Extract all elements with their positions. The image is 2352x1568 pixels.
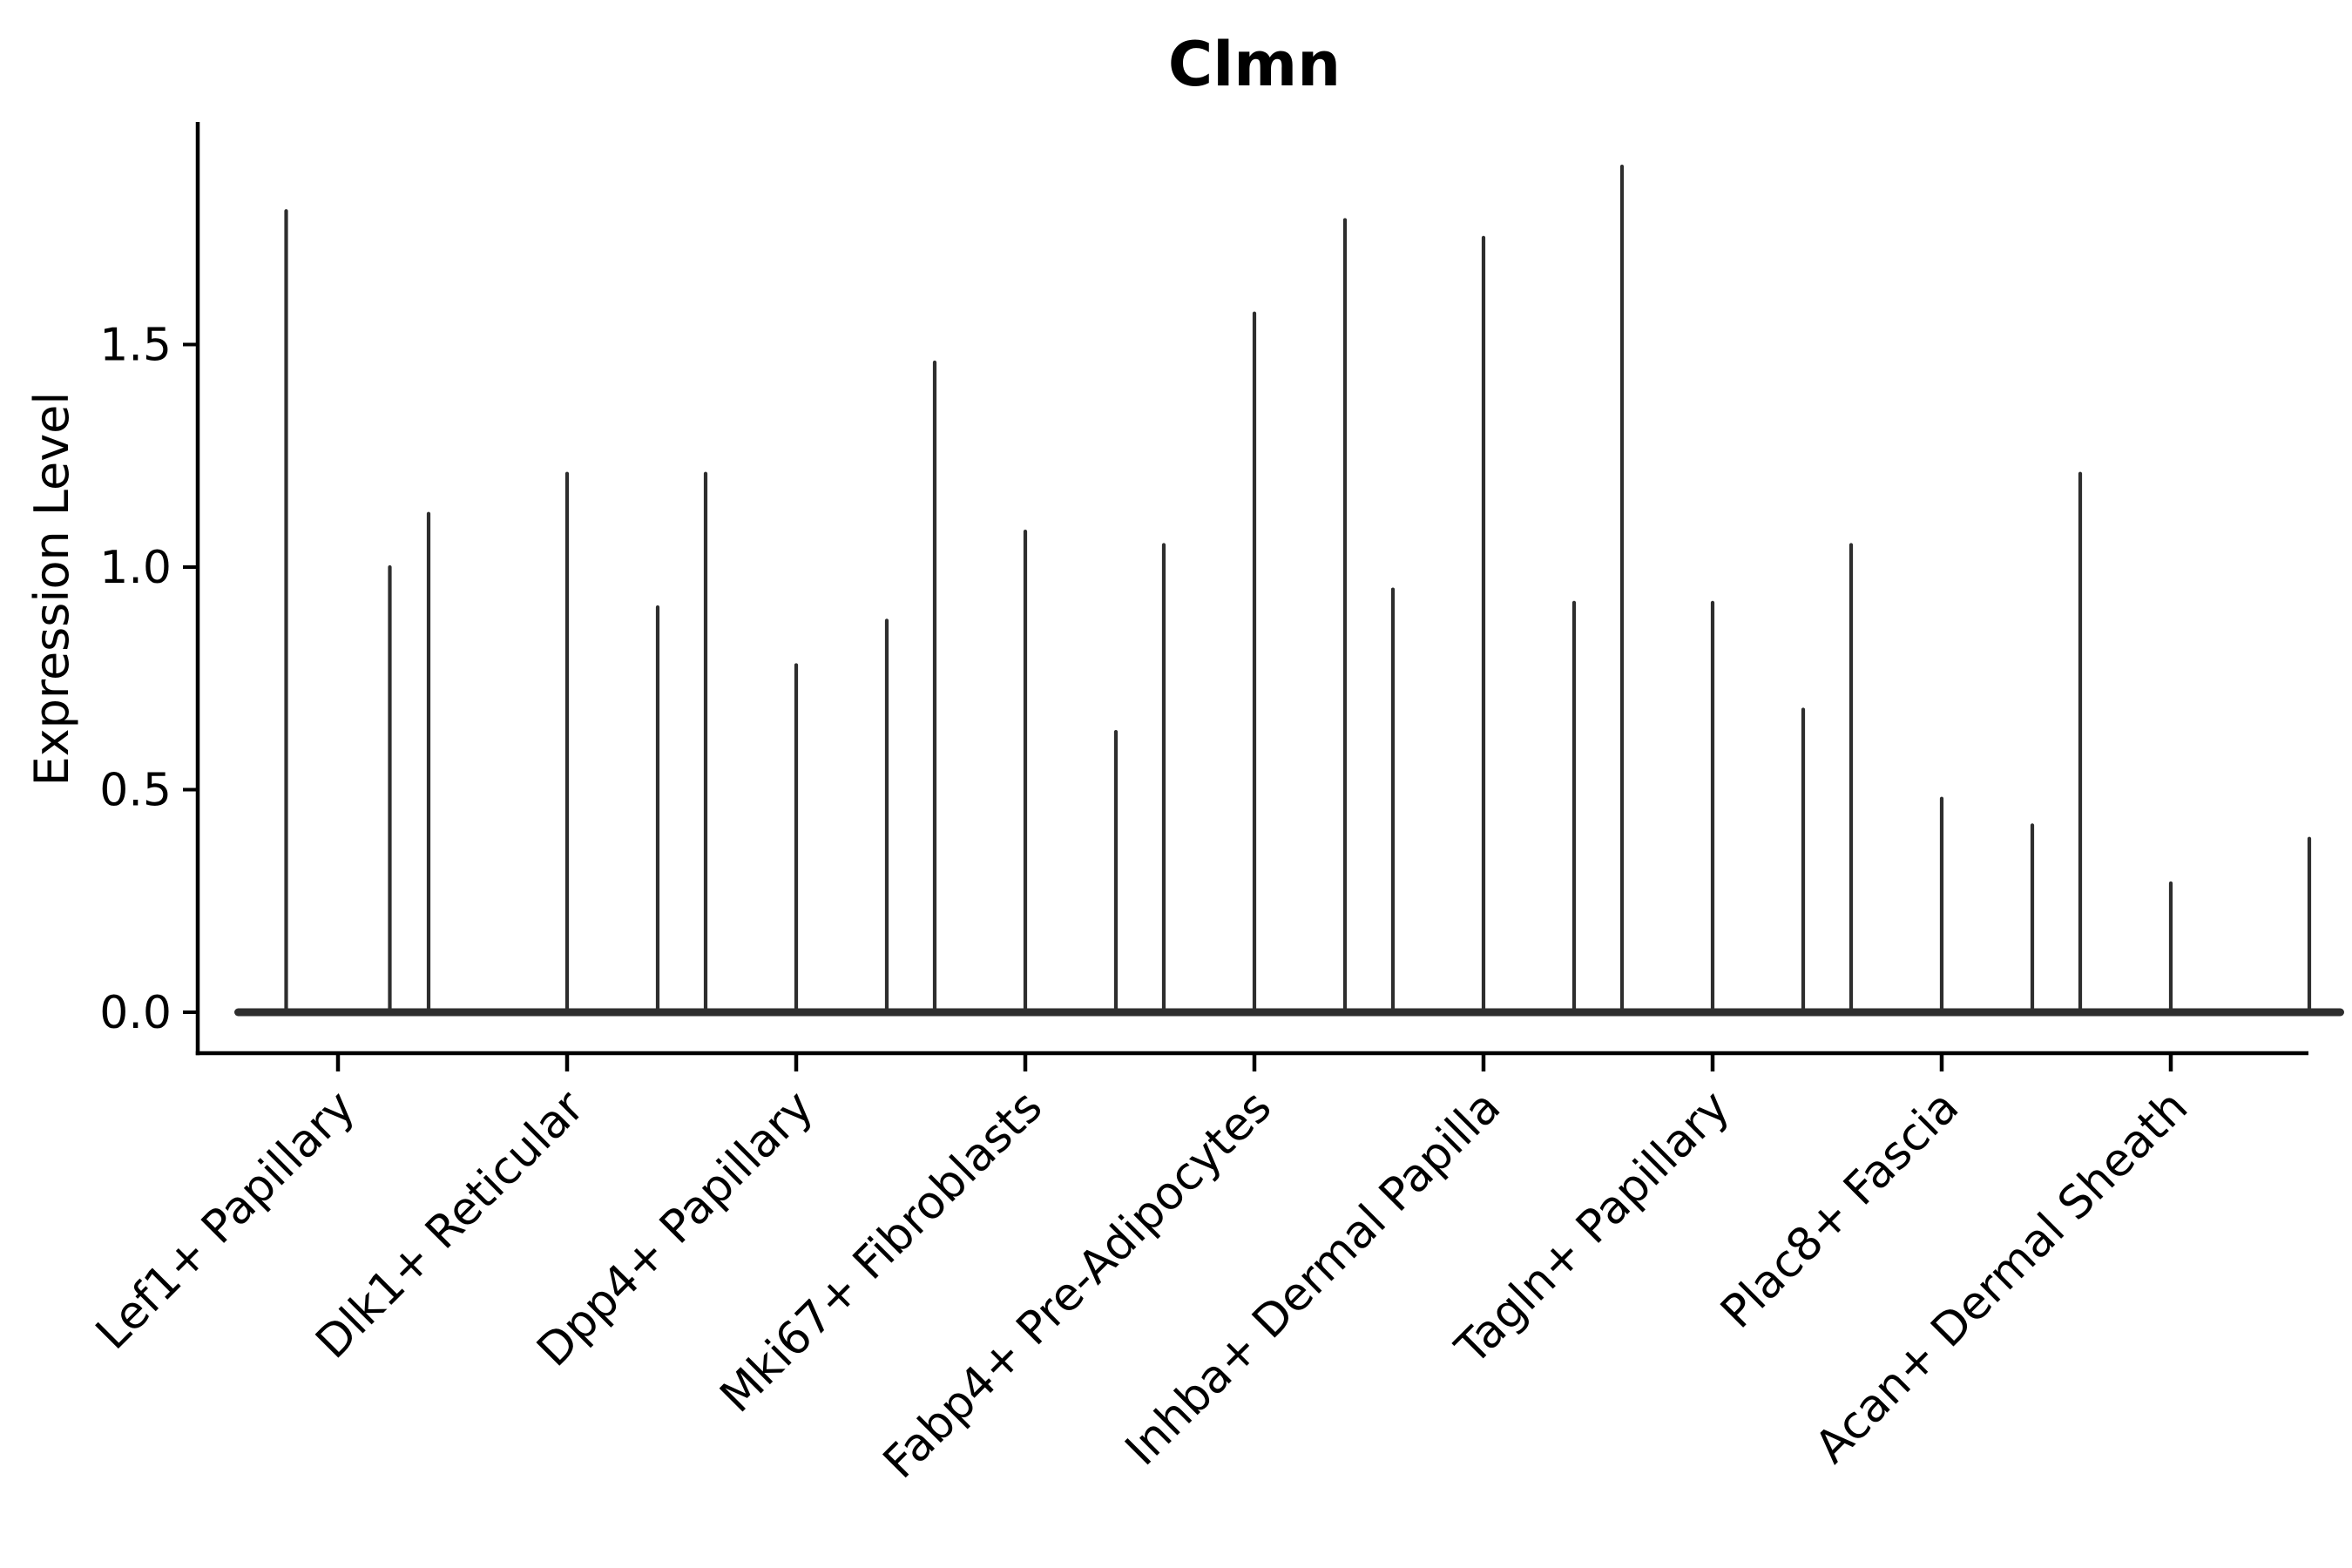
y-tick-label: 1.0 <box>99 542 172 594</box>
y-axis-label: Expression Level <box>24 392 79 787</box>
y-tick-label: 0.0 <box>99 987 172 1039</box>
x-tick-label: Inhba+ Dermal Papilla <box>1116 1081 1511 1476</box>
x-tick-label: Plac8+ Fascia <box>1711 1081 1969 1339</box>
y-tick-label: 0.5 <box>99 765 172 817</box>
x-tick-label: Acan+ Dermal Sheath <box>1806 1081 2199 1474</box>
x-tick-label: Fabp4+ Pre-Adipocytes <box>874 1081 1281 1489</box>
chart-title: Clmn <box>1168 29 1341 100</box>
violins-layer <box>234 165 2344 1017</box>
y-tick-label: 1.5 <box>99 320 172 372</box>
